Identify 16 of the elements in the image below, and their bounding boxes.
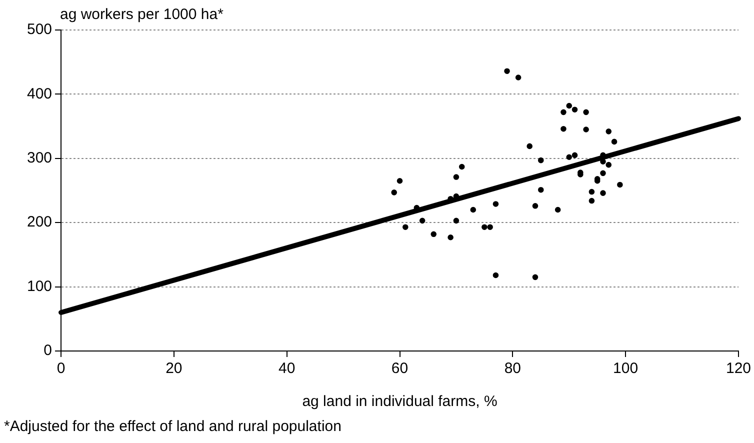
y-tick-label: 500 xyxy=(26,21,52,38)
x-axis-title: ag land in individual farms, % xyxy=(302,393,498,410)
x-tick-label: 100 xyxy=(613,360,638,378)
text: *Adjusted for the effect of land and rural population xyxy=(4,418,342,435)
x-tick-label: 40 xyxy=(278,360,296,378)
x-tick-label: 120 xyxy=(726,360,751,378)
y-tick-label: 200 xyxy=(26,214,52,231)
x-tick-label: 20 xyxy=(166,360,182,378)
y-tick-label: 400 xyxy=(26,85,52,102)
y-tick-label: 300 xyxy=(26,150,52,167)
y-axis-title: ag workers per 1000 ha* xyxy=(60,6,224,23)
x-tick-label: 60 xyxy=(391,360,408,378)
y-tick-label: 100 xyxy=(26,278,52,295)
x-tick-label: 0 xyxy=(56,360,66,378)
y-tick-label: 0 xyxy=(44,342,52,360)
x-tick-label: 80 xyxy=(504,360,522,378)
